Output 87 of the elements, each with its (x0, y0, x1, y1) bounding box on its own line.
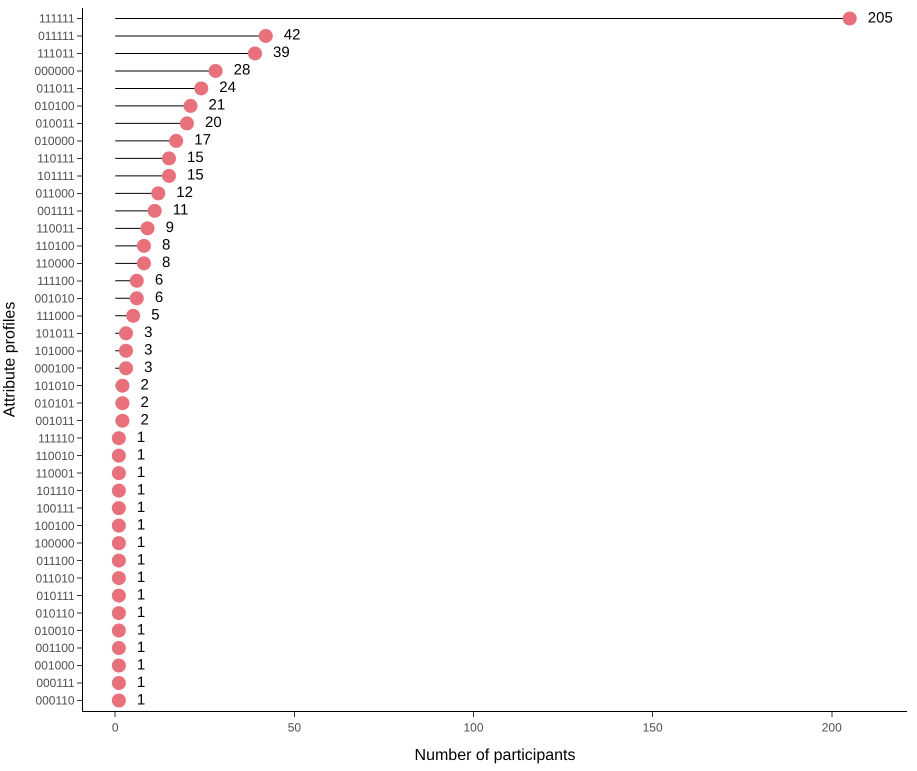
data-label: 6 (146, 272, 164, 289)
y-tick-label: 110011 (36, 222, 75, 236)
y-tick-label: 110100 (35, 239, 75, 254)
y-tick-label: 011111 (38, 29, 75, 44)
y-tick-label: 111000 (36, 308, 75, 323)
y-tick-label: 101111 (37, 169, 75, 184)
y-tick-label: 110001 (35, 466, 75, 480)
y-tick-label: 101000 (34, 344, 75, 358)
x-tick-label: 0 (112, 720, 119, 734)
data-label: 1 (128, 446, 146, 464)
y-tick-label: 001111 (37, 204, 75, 218)
data-label: 12 (168, 184, 194, 202)
y-tick-label: 011011 (36, 82, 75, 96)
y-tick-label: 011000 (35, 186, 75, 201)
y-tick-label: 110111 (37, 152, 75, 166)
y-tick-label: 000110 (35, 694, 75, 708)
y-tick-label: 111111 (39, 12, 75, 26)
y-tick-label: 000000 (34, 64, 75, 78)
data-label: 8 (154, 236, 170, 254)
data-label: 39 (264, 44, 290, 62)
data-label: 1 (128, 568, 146, 586)
data-label: 1 (128, 516, 146, 534)
data-label: 17 (186, 132, 211, 149)
data-label: 2 (132, 376, 149, 394)
y-tick-label: 010100 (34, 99, 75, 114)
y-tick-label: 000100 (34, 361, 75, 376)
data-label: 1 (128, 674, 146, 691)
x-tick-label: 150 (642, 720, 663, 734)
data-label: 1 (128, 621, 146, 638)
data-label: 1 (128, 586, 146, 604)
y-tick-label: 010011 (35, 116, 75, 131)
y-tick-label: 010111 (36, 588, 75, 603)
data-label: 11 (164, 202, 188, 219)
data-label: 1 (128, 534, 146, 551)
data-label: 28 (225, 62, 250, 79)
y-tick-label: 101011 (35, 326, 75, 340)
data-label: 24 (210, 79, 236, 96)
y-tick-label: 111110 (38, 431, 75, 446)
data-label: 1 (128, 604, 146, 621)
y-tick-label: 100111 (36, 501, 75, 516)
data-label: 1 (128, 498, 146, 516)
x-tick-label: 100 (463, 720, 484, 734)
data-label: 3 (136, 358, 152, 376)
y-tick-label: 011100 (36, 554, 75, 568)
data-label: 1 (128, 656, 146, 674)
y-tick-label: 011010 (35, 571, 75, 586)
y-tick-label: 001000 (34, 658, 75, 673)
data-label: 1 (128, 691, 146, 708)
y-tick-label: 001011 (35, 414, 75, 428)
data-label: 5 (142, 306, 160, 324)
data-label: 1 (128, 551, 146, 568)
y-tick-label: 100000 (34, 536, 75, 550)
data-label: 205 (859, 9, 893, 26)
data-label: 21 (200, 96, 226, 114)
data-label: 1 (128, 638, 146, 656)
data-label: 1 (128, 428, 146, 446)
data-label: 8 (154, 254, 170, 272)
y-tick-label: 111100 (37, 274, 75, 288)
x-axis-title: Number of participants (414, 747, 576, 764)
y-tick-label: 101110 (36, 484, 75, 498)
data-label: 15 (178, 149, 204, 166)
data-label: 2 (132, 411, 149, 428)
data-label: 3 (136, 342, 152, 359)
data-label: 1 (128, 481, 146, 498)
x-tick-label: 50 (288, 720, 302, 734)
data-label: 2 (132, 394, 149, 411)
y-tick-label: 010010 (34, 624, 75, 638)
y-tick-label: 100100 (34, 518, 75, 533)
y-tick-label: 101010 (34, 378, 75, 393)
data-label: 9 (157, 219, 174, 236)
data-label: 1 (128, 464, 146, 481)
y-tick-label: 001100 (35, 641, 75, 656)
y-tick-label: 010000 (34, 134, 75, 148)
data-label: 20 (196, 114, 222, 132)
data-label: 6 (146, 289, 164, 306)
y-tick-label: 110010 (35, 448, 75, 463)
x-tick-label: 200 (822, 720, 842, 734)
y-tick-label: 111011 (37, 46, 75, 61)
y-tick-label: 000111 (36, 676, 75, 690)
data-label: 42 (275, 26, 300, 44)
y-tick-label: 010110 (35, 606, 75, 620)
data-label: 15 (178, 166, 204, 184)
y-axis-title: Attribute profiles (1, 302, 18, 418)
y-tick-label: 010101 (34, 396, 75, 410)
y-tick-label: 110000 (35, 256, 75, 271)
y-tick-label: 001010 (34, 291, 75, 306)
data-label: 3 (136, 324, 152, 342)
